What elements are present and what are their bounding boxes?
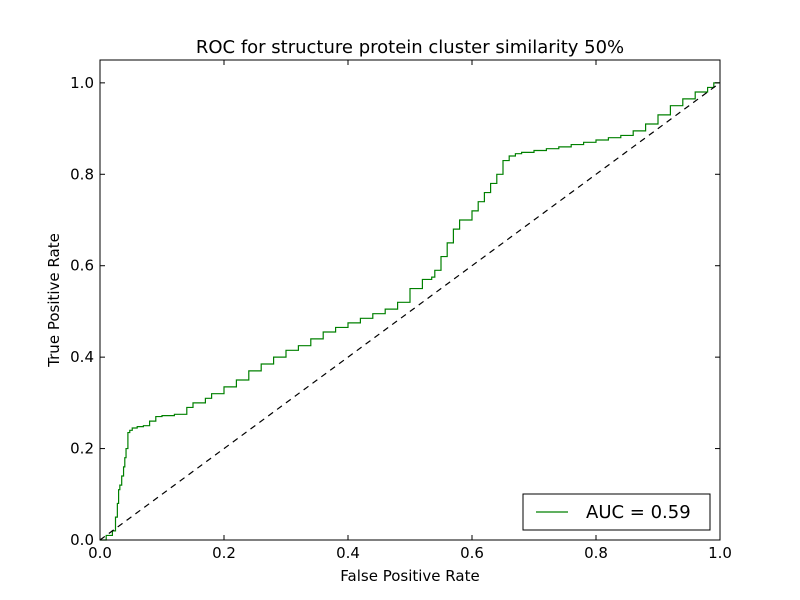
y-tick-label: 0.0 (70, 531, 94, 549)
y-tick-label: 0.6 (70, 257, 94, 275)
x-tick-label: 0.6 (460, 544, 484, 562)
x-tick-label: 0.2 (212, 544, 236, 562)
axis-ticks: 0.0 0.2 0.4 0.6 0.8 1.0 0.0 0.2 0.4 0.6 0.8 1.0 (70, 60, 732, 562)
legend-label: AUC = 0.59 (586, 502, 691, 523)
x-tick-label: 0.0 (88, 544, 112, 562)
y-tick-label: 0.2 (70, 440, 94, 458)
roc-curve-line (100, 82, 720, 541)
legend: AUC = 0.59 (522, 493, 711, 531)
plot-frame (99, 59, 721, 541)
y-tick-label: 0.8 (70, 165, 94, 183)
x-tick-label: 0.8 (584, 544, 608, 562)
chance-diagonal-line (99, 82, 721, 541)
x-tick-label: 0.4 (336, 544, 360, 562)
y-tick-label: 0.4 (70, 348, 94, 366)
y-tick-label: 1.0 (70, 74, 94, 92)
plot-area (99, 82, 721, 541)
x-axis-label: False Positive Rate (340, 567, 479, 585)
chart-title: ROC for structure protein cluster simila… (196, 37, 624, 58)
y-axis-label: True Positive Rate (45, 233, 63, 368)
x-tick-label: 1.0 (708, 544, 732, 562)
